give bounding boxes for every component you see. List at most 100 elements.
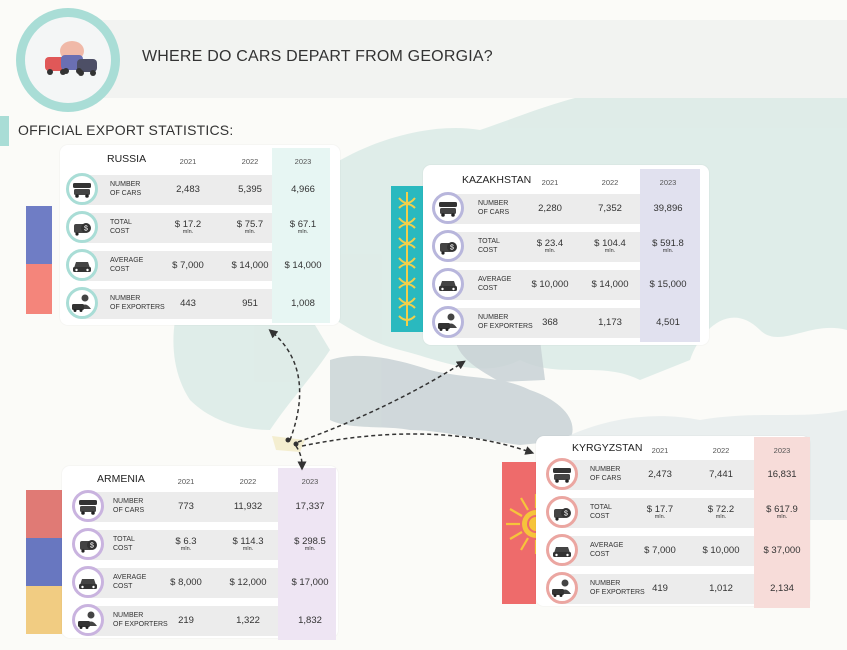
russia-row-background	[80, 289, 272, 319]
kazakhstan-value-2022: 1,173	[580, 317, 640, 328]
value-unit: mln.	[544, 248, 556, 254]
label-line-1: NUMBER	[478, 314, 509, 321]
value-text: 16,831	[767, 469, 797, 480]
kazakhstan-row-background	[446, 308, 640, 338]
kyrgyzstan-value-2021: 419	[630, 583, 690, 594]
value-text: $ 104.4	[594, 238, 626, 249]
value-unit: mln.	[304, 546, 316, 552]
value-text: 7,441	[709, 469, 733, 480]
kyrgyzstan-value-2023: $ 617.9 mln.	[752, 504, 812, 520]
kazakhstan-row-background	[446, 270, 640, 300]
label-line-1: AVERAGE	[113, 574, 147, 581]
value-text: $ 75.7	[236, 219, 264, 230]
armenia-flag	[26, 490, 62, 634]
label-line-2: COST	[478, 246, 498, 254]
label-line-1: NUMBER	[590, 466, 621, 473]
kazakhstan-value-2022: 7,352	[580, 203, 640, 214]
svg-text:$: $	[450, 245, 454, 252]
value-text: 7,352	[598, 203, 622, 214]
label-line-1: NUMBER	[113, 498, 144, 505]
value-text: 2,134	[770, 583, 794, 594]
russia-value-2023: 1,008	[273, 298, 333, 309]
value-unit: mln.	[182, 229, 194, 235]
value-text: 39,896	[653, 203, 683, 214]
kyrgyzstan-value-2022: $ 72.2 mln.	[691, 504, 751, 520]
kazakhstan-2023-highlight	[640, 169, 700, 342]
armenia-value-2023: 1,832	[280, 615, 340, 626]
value-text: 5,395	[238, 184, 262, 195]
kazakhstan-value-2021: $ 10,000	[520, 279, 580, 290]
armenia-name: ARMENIA	[97, 473, 145, 485]
russia-value-2021: $ 17.2 mln.	[158, 219, 218, 235]
russia-year-2021: 2021	[179, 157, 197, 166]
label-line-2: OF CARS	[113, 506, 145, 514]
cars-stack-icon	[72, 490, 104, 522]
kazakhstan-value-2023: $ 15,000	[638, 279, 698, 290]
label-line-2: OF EXPORTERS	[113, 620, 168, 628]
russia-row-label: NUMBER OF EXPORTERS	[110, 295, 165, 312]
kyrgyzstan-row-label: NUMBER OF EXPORTERS	[590, 580, 645, 597]
value-text: 4,501	[656, 317, 680, 328]
value-text: $ 15,000	[649, 279, 687, 290]
value-text: $ 17.2	[174, 219, 202, 230]
value-text: 1,322	[236, 615, 260, 626]
value-text: 1,012	[709, 583, 733, 594]
kazakhstan-name: KAZAKHSTAN	[462, 174, 532, 186]
label-line-1: NUMBER	[113, 612, 144, 619]
value-text: $ 17,000	[291, 577, 329, 588]
kazakhstan-row-background	[446, 194, 640, 224]
armenia-value-2021: $ 6.3 mln.	[156, 536, 216, 552]
value-text: 443	[180, 298, 196, 309]
armenia-value-2022: $ 12,000	[218, 577, 278, 588]
kyrgyzstan-name: KYRGYZSTAN	[572, 442, 643, 454]
armenia-year-2021: 2021	[177, 477, 195, 486]
value-text: $ 617.9	[766, 504, 798, 515]
label-line-2: OF CARS	[478, 208, 510, 216]
kyrgyzstan-year-2021: 2021	[651, 446, 669, 455]
value-text: 219	[178, 615, 194, 626]
armenia-value-2022: 1,322	[218, 615, 278, 626]
armenia-2023-highlight	[278, 468, 336, 640]
label-line-2: OF EXPORTERS	[478, 322, 533, 330]
kyrgyzstan-value-2023: $ 37,000	[752, 545, 812, 556]
russia-year-2022: 2022	[241, 157, 259, 166]
kazakhstan-value-2021: $ 23.4 mln.	[520, 238, 580, 254]
kyrgyzstan-row-label: TOTAL COST	[590, 504, 612, 521]
kyrgyzstan-value-2021: $ 17.7 mln.	[630, 504, 690, 520]
kyrgyzstan-row-label: AVERAGE COST	[590, 542, 623, 559]
value-unit: mln.	[242, 546, 254, 552]
kazakhstan-row-label: TOTAL COST	[478, 238, 500, 255]
exporter-car-icon	[432, 306, 464, 338]
value-text: 2,483	[176, 184, 200, 195]
exporter-car-icon	[66, 287, 98, 319]
russia-value-2022: $ 75.7 mln.	[220, 219, 280, 235]
label-line-2: OF CARS	[590, 474, 622, 482]
kazakhstan-value-2023: 4,501	[638, 317, 698, 328]
value-text: $ 14,000	[284, 260, 322, 271]
exporter-car-icon	[546, 572, 578, 604]
russia-row-label: AVERAGE COST	[110, 257, 143, 274]
value-text: $ 298.5	[294, 536, 326, 547]
russia-value-2022: $ 14,000	[220, 260, 280, 271]
page-title: WHERE DO CARS DEPART FROM GEORGIA?	[142, 48, 493, 65]
russia-name: RUSSIA	[107, 153, 147, 165]
car-front-icon	[432, 268, 464, 300]
value-text: 368	[542, 317, 558, 328]
label-line-2: OF EXPORTERS	[110, 303, 165, 311]
armenia-row-background	[86, 492, 278, 522]
russia-value-2022: 951	[220, 298, 280, 309]
label-line-2: COST	[113, 544, 133, 552]
cars-stack-icon	[432, 192, 464, 224]
label-line-1: TOTAL	[113, 536, 135, 543]
label-line-2: COST	[113, 582, 133, 590]
kyrgyzstan-year-2022: 2022	[712, 446, 730, 455]
label-line-2: OF CARS	[110, 189, 142, 197]
svg-text:$: $	[90, 543, 94, 550]
russia-value-2021: $ 7,000	[158, 260, 218, 271]
value-unit: mln.	[180, 546, 192, 552]
value-unit: mln.	[654, 514, 666, 520]
russia-row-background	[80, 213, 272, 243]
armenia-row-label: AVERAGE COST	[113, 574, 146, 591]
armenia-value-2021: 773	[156, 501, 216, 512]
value-text: $ 14,000	[231, 260, 269, 271]
